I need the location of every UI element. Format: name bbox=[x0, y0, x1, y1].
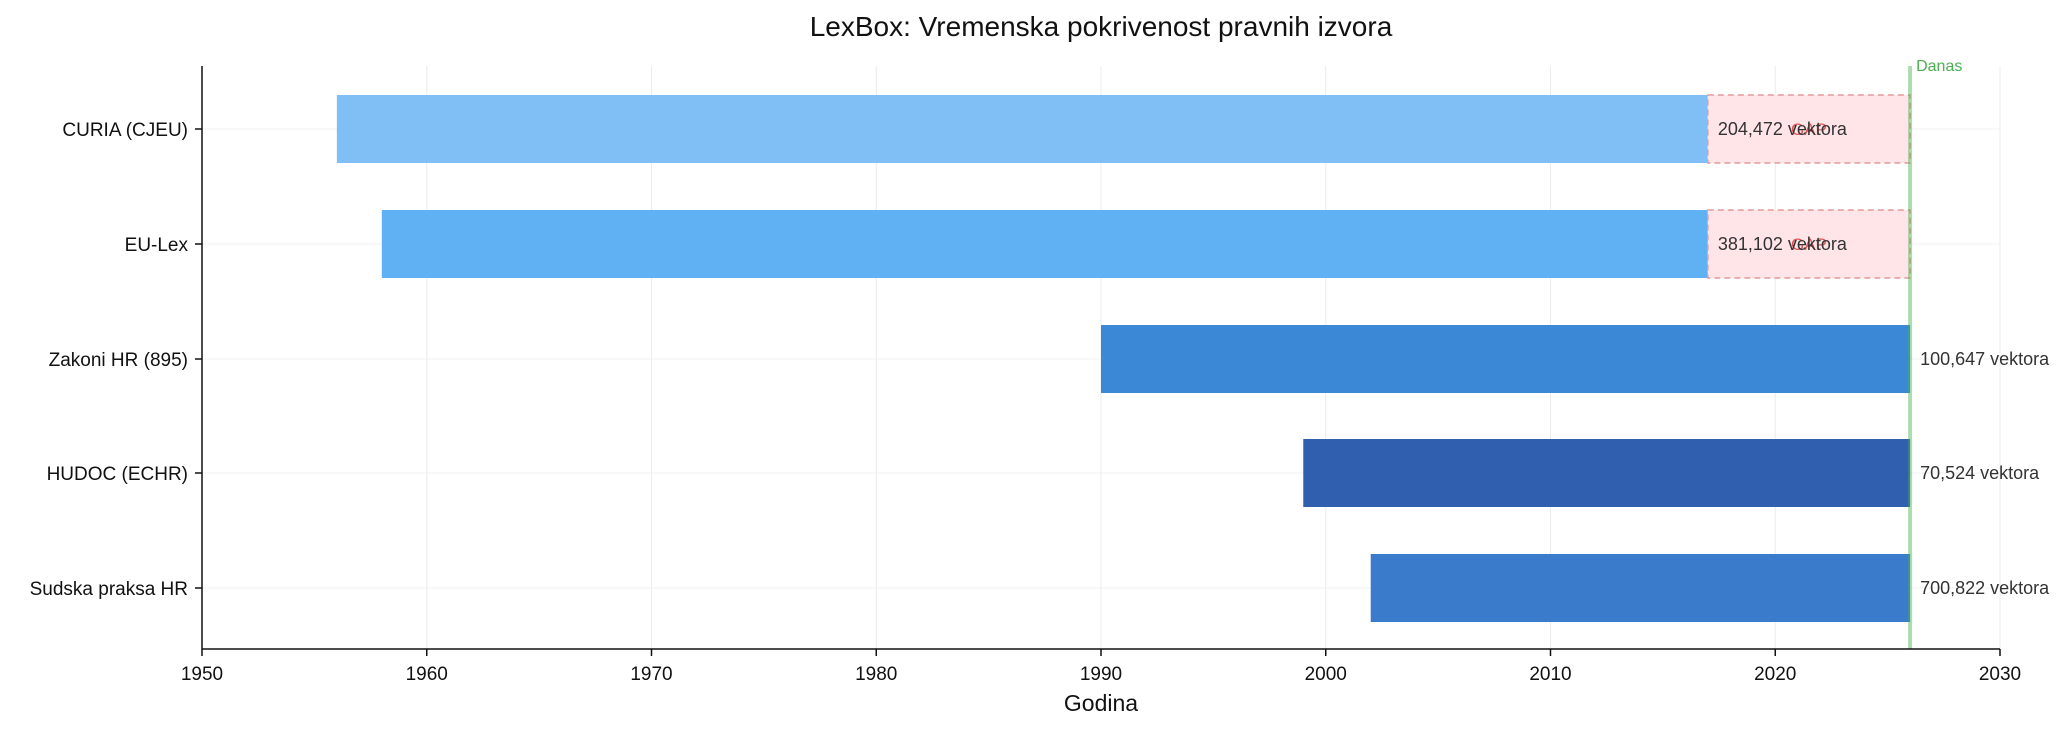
x-tick-label: 1950 bbox=[181, 664, 223, 685]
coverage-bar bbox=[381, 210, 1708, 278]
coverage-bar bbox=[1370, 554, 1911, 622]
x-tick-label: 1960 bbox=[406, 664, 448, 685]
gap-label: GAP bbox=[1791, 120, 1827, 139]
gap-region bbox=[1707, 94, 1911, 164]
category-label: CURIA (CJEU) bbox=[62, 120, 188, 141]
category-label: EU-Lex bbox=[125, 235, 189, 256]
x-axis-label: Godina bbox=[1064, 690, 1138, 716]
vector-count-label: 100,647 vektora bbox=[1920, 349, 2050, 369]
category-label: Zakoni HR (895) bbox=[49, 350, 188, 371]
x-tick-label: 1990 bbox=[1080, 664, 1122, 685]
coverage-bar bbox=[1303, 439, 1911, 507]
axes: CURIA (CJEU) EU-Lex Zakoni HR (895) HUDOC (… bbox=[30, 66, 2021, 685]
category-label: HUDOC (ECHR) bbox=[47, 464, 188, 485]
chart-title: LexBox: Vremenska pokrivenost pravnih iz… bbox=[810, 11, 1393, 42]
x-tick-label: 2010 bbox=[1529, 664, 1571, 685]
vector-count-label: 70,524 vektora bbox=[1920, 463, 2040, 483]
x-tick-label: 1980 bbox=[855, 664, 897, 685]
vector-count-label: 381,102 vektora bbox=[1718, 234, 1848, 254]
gap-label: GAP bbox=[1791, 235, 1827, 254]
coverage-bar bbox=[336, 95, 1708, 163]
vector-count-label: 204,472 vektora bbox=[1718, 119, 1848, 139]
gap-region bbox=[1707, 209, 1911, 279]
vector-count-label: 700,822 vektora bbox=[1920, 578, 2050, 598]
x-tick-label: 2030 bbox=[1979, 664, 2021, 685]
coverage-bar bbox=[1101, 325, 1911, 393]
category-label: Sudska praksa HR bbox=[30, 579, 188, 600]
x-tick-label: 1970 bbox=[630, 664, 672, 685]
today-label: Danas bbox=[1916, 58, 1962, 75]
x-tick-label: 2000 bbox=[1305, 664, 1347, 685]
x-tick-label: 2020 bbox=[1754, 664, 1796, 685]
